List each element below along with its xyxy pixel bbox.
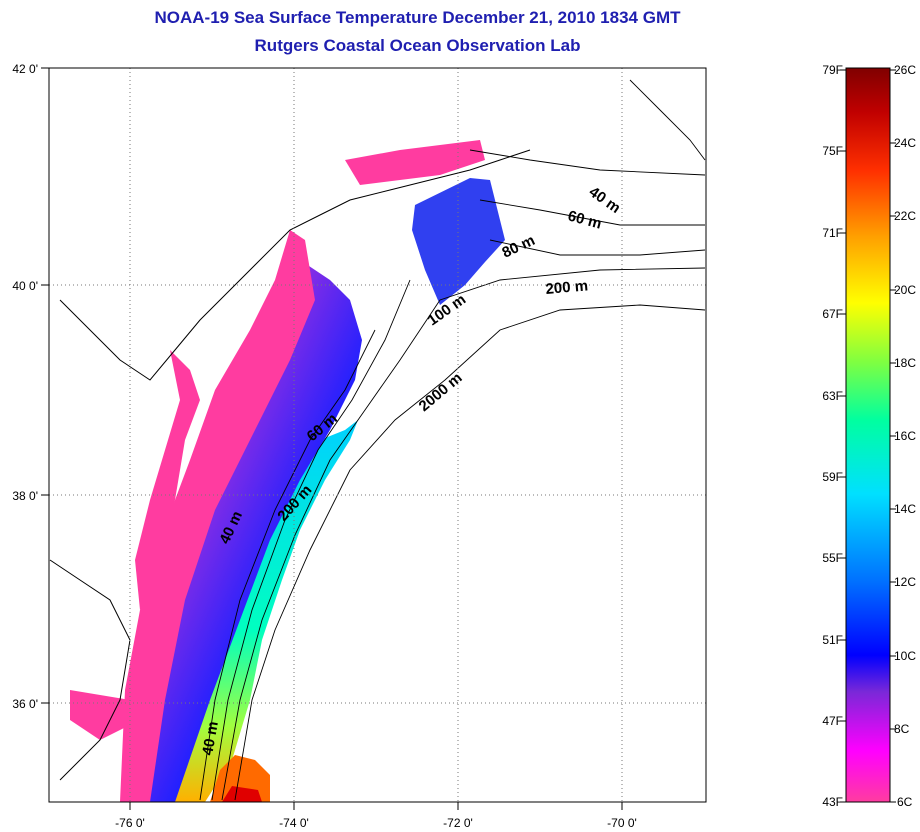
- colorbar-c-label: 26C: [894, 63, 916, 77]
- gulf-stream-hot: [222, 786, 262, 802]
- bathy-north-40: [469, 149, 706, 176]
- bathy-2000m: [234, 304, 706, 801]
- title-line-2: Rutgers Coastal Ocean Observation Lab: [254, 36, 581, 55]
- colorbar-c-label: 6C: [897, 795, 913, 809]
- colorbar-c-label: 8C: [894, 722, 910, 736]
- bathy-label: 40 m: [199, 720, 222, 757]
- title-line-1: NOAA-19 Sea Surface Temperature December…: [154, 8, 681, 27]
- colorbar-c-label: 14C: [894, 502, 916, 516]
- bathy-200m: [221, 267, 706, 801]
- bathy-label: 200 m: [545, 277, 589, 298]
- colorbar-f-label: 55F: [822, 551, 843, 565]
- shelf-sst-south: [130, 420, 358, 802]
- lat-label: 42 0': [12, 62, 38, 76]
- map-ticks: [41, 67, 623, 810]
- long-island-sound: [345, 140, 485, 185]
- colorbar-f-label: 75F: [822, 144, 843, 158]
- colorbar-f-label: 63F: [822, 389, 843, 403]
- colorbar-c-label: 20C: [894, 283, 916, 297]
- bathy-label: 40 m: [586, 183, 624, 217]
- colorbar-ticks: [840, 69, 896, 803]
- map-panel: [49, 79, 706, 802]
- bathy-north-60: [479, 199, 705, 226]
- colorbar-f-label: 79F: [822, 63, 843, 77]
- bathy-north-80: [489, 239, 706, 256]
- colorbar-c-label: 18C: [894, 356, 916, 370]
- colorbar-f-label: 43F: [822, 795, 843, 809]
- map-frame: [48, 67, 707, 803]
- colorbar-c-label: 10C: [894, 649, 916, 663]
- coastline: [49, 149, 531, 781]
- bathy-label: 60 m: [566, 207, 603, 232]
- colorbar-c-label: 24C: [894, 136, 916, 150]
- bathy-label: 80 m: [500, 232, 538, 262]
- colorbar-f-label: 51F: [822, 633, 843, 647]
- nearshore-sst: [120, 230, 315, 802]
- colorbar-f-label: 71F: [822, 226, 843, 240]
- albemarle-sound: [70, 690, 140, 740]
- lon-label: -70 0': [607, 816, 637, 830]
- lon-label: -74 0': [279, 816, 309, 830]
- lat-label: 40 0': [12, 279, 38, 293]
- bathy-40m: [199, 329, 376, 801]
- colorbar-f-label: 67F: [822, 307, 843, 321]
- colorbar: [845, 67, 891, 803]
- colorbar-c-label: 22C: [894, 209, 916, 223]
- lat-label: 38 0': [12, 489, 38, 503]
- bathy-60m: [211, 279, 411, 801]
- lon-label: -72 0': [443, 816, 473, 830]
- colorbar-c-label: 12C: [894, 575, 916, 589]
- shelf-sst-main: [128, 260, 362, 802]
- lon-label: -76 0': [115, 816, 145, 830]
- colorbar-c-label: 16C: [894, 429, 916, 443]
- colorbar-f-label: 47F: [822, 714, 843, 728]
- map-grid: [49, 68, 706, 802]
- lat-label: 36 0': [12, 697, 38, 711]
- chesapeake-bay: [135, 350, 200, 610]
- bathy-north-shelf: [629, 79, 706, 161]
- colorbar-f-label: 59F: [822, 470, 843, 484]
- shelf-sst-north: [412, 178, 505, 305]
